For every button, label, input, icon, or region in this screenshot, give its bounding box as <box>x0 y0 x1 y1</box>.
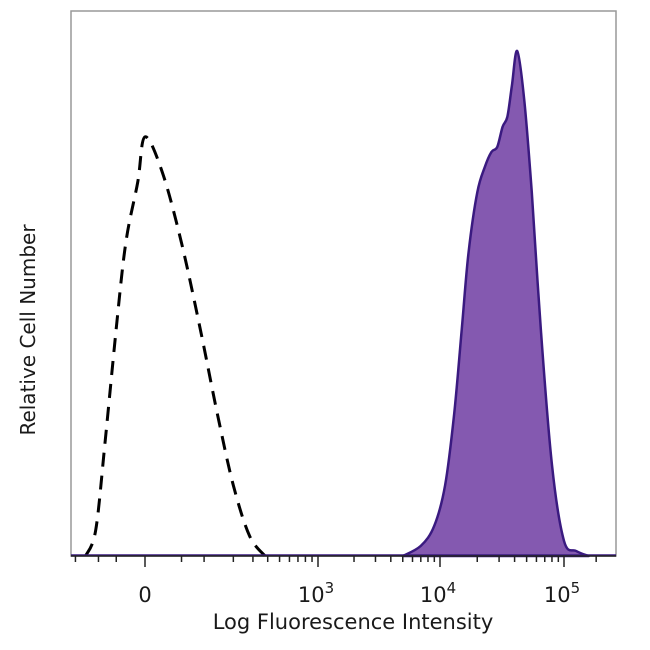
filled-histogram-series <box>401 49 590 558</box>
x-tick-label: 0 <box>138 583 151 607</box>
series-layer <box>71 49 616 558</box>
x-tick-label: 103 <box>298 579 334 607</box>
x-tick-label: 104 <box>420 579 456 607</box>
x-ticks: 0 103 104 105 <box>74 556 597 607</box>
x-tick-label: 105 <box>544 579 580 607</box>
dashed-control-series <box>84 135 267 557</box>
y-axis-label: Relative Cell Number <box>16 224 40 436</box>
x-axis-label: Log Fluorescence Intensity <box>213 610 494 634</box>
